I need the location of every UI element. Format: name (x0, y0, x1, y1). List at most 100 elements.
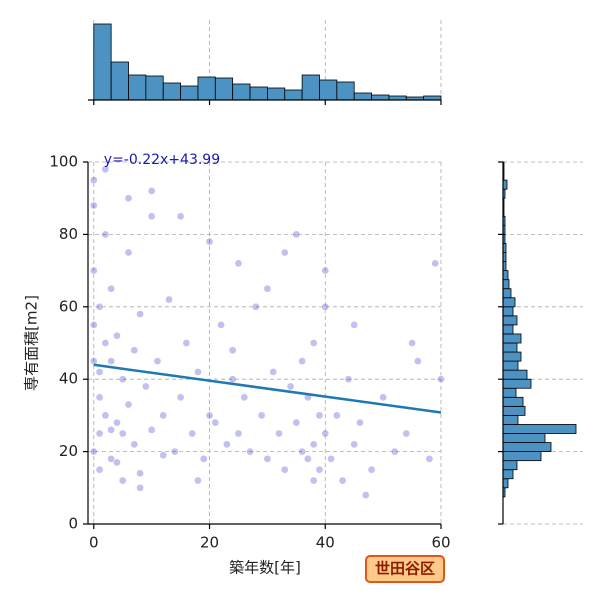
y-tick-label: 100 (49, 153, 78, 171)
hist-bar (502, 315, 518, 326)
point (136, 483, 144, 492)
y-tick-label: 0 (68, 515, 78, 533)
hist-bar (502, 451, 542, 462)
point (113, 418, 121, 427)
point (280, 248, 289, 257)
point (234, 259, 243, 268)
point (263, 454, 272, 463)
hist-bar (145, 75, 164, 101)
point (315, 465, 324, 474)
point (130, 346, 139, 355)
hist-bar (502, 405, 526, 416)
point (315, 411, 324, 420)
y-tick-label: 40 (59, 370, 78, 388)
hist-bar (110, 61, 129, 101)
hist-bar (284, 89, 303, 101)
point (107, 357, 115, 365)
hist-bar (502, 424, 577, 434)
point (89, 357, 98, 365)
point (321, 266, 330, 275)
point (170, 447, 179, 456)
hist-bar (301, 74, 320, 101)
point (165, 295, 173, 304)
hist-bar (502, 270, 509, 281)
hist-bar (502, 333, 522, 344)
point (367, 465, 376, 474)
y-tick-label: 60 (59, 297, 78, 315)
hist-bar (336, 81, 355, 101)
point (194, 368, 202, 376)
y-axis-label: 専有面積[m2] (23, 295, 41, 391)
point (425, 454, 434, 463)
point (286, 382, 295, 391)
point (124, 248, 133, 257)
point (240, 393, 249, 402)
x-tick-label: 60 (431, 534, 450, 552)
point (228, 346, 237, 355)
regression-label: y=-0.22x+43.99 (104, 152, 220, 168)
hist-bar (502, 414, 519, 425)
x-axis-label: 築年数[年] (229, 559, 301, 577)
hist-bar (249, 86, 268, 101)
hist-bar (371, 94, 390, 101)
badge-box (365, 555, 445, 583)
point (118, 476, 127, 485)
hist-bar (502, 306, 514, 317)
point (89, 176, 98, 184)
hist-bar (128, 74, 147, 101)
hist-bar (502, 279, 510, 290)
point (431, 259, 440, 268)
hist-bar (502, 324, 514, 335)
point (321, 429, 330, 438)
point (211, 418, 220, 427)
point (118, 429, 127, 438)
point (101, 411, 110, 420)
point (136, 310, 144, 318)
point (408, 339, 416, 347)
point (107, 426, 115, 434)
hist-bar (502, 342, 518, 353)
hist-bar (502, 478, 509, 489)
point (124, 400, 133, 409)
point (257, 411, 266, 420)
point (188, 429, 197, 438)
hist-bar (502, 369, 528, 380)
hist-bar (353, 92, 372, 101)
point (136, 469, 144, 478)
point (304, 454, 312, 463)
point (95, 465, 104, 474)
point (379, 393, 387, 402)
y-tick-label: 80 (59, 225, 78, 243)
point (182, 339, 191, 347)
point (414, 357, 422, 365)
point (130, 440, 139, 449)
x-tick-label: 40 (316, 534, 335, 552)
point (89, 201, 98, 210)
point (89, 266, 98, 275)
point (246, 447, 254, 456)
hist-bar (502, 351, 522, 362)
point (95, 393, 104, 402)
point (89, 321, 98, 329)
point (275, 429, 283, 438)
point (309, 476, 318, 485)
point (159, 451, 168, 460)
hist-bar (502, 387, 517, 398)
point (390, 447, 399, 456)
regression-line (93, 363, 442, 414)
point (309, 440, 318, 449)
point (298, 447, 306, 456)
point (113, 331, 121, 340)
point (124, 194, 133, 203)
badge: 世田谷区 (375, 560, 435, 578)
point (350, 440, 359, 449)
point (153, 357, 162, 365)
x-tick-label: 0 (89, 534, 99, 552)
point (95, 302, 104, 311)
point (402, 429, 411, 438)
point (217, 321, 225, 329)
point (251, 302, 260, 311)
point (176, 212, 185, 221)
point (356, 418, 364, 427)
point (142, 382, 150, 391)
